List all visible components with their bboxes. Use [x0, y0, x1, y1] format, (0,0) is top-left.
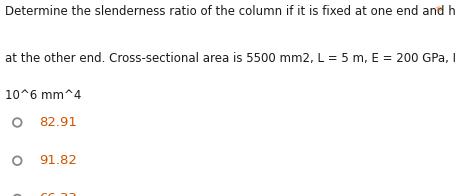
Text: 66.33: 66.33: [39, 192, 76, 196]
Text: 10^6 mm^4: 10^6 mm^4: [5, 89, 82, 102]
Text: *: *: [435, 5, 441, 18]
Text: at the other end. Cross-sectional area is 5500 mm2, L = 5 m, E = 200 GPa, I = 20: at the other end. Cross-sectional area i…: [5, 52, 455, 65]
Text: 82.91: 82.91: [39, 116, 76, 129]
Text: 91.82: 91.82: [39, 154, 76, 167]
Text: Determine the slenderness ratio of the column if it is fixed at one end and hing: Determine the slenderness ratio of the c…: [5, 5, 455, 18]
